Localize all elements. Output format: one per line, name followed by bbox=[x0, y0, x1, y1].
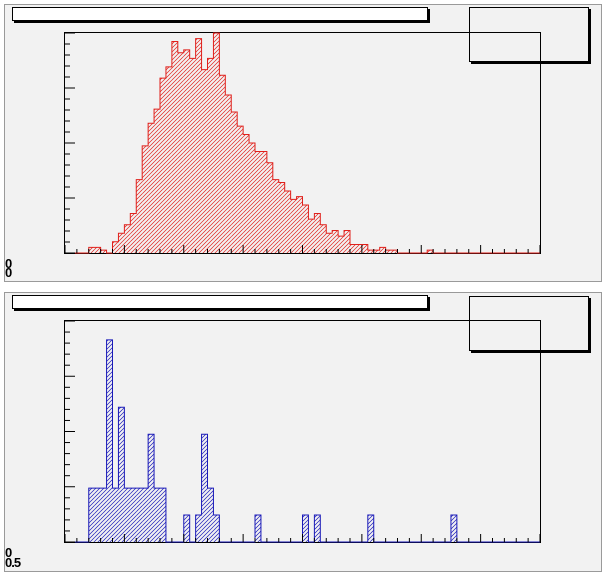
top-bar bbox=[302, 205, 309, 253]
top-bar bbox=[373, 250, 380, 253]
top-bar bbox=[320, 224, 327, 253]
top-bar bbox=[260, 151, 267, 253]
top-bar bbox=[308, 219, 315, 253]
top-outline bbox=[65, 32, 540, 254]
top-bar bbox=[130, 213, 137, 253]
bottom-bar bbox=[94, 488, 101, 542]
top-bar bbox=[201, 69, 208, 253]
top-bar bbox=[367, 250, 374, 253]
top-bar bbox=[350, 244, 356, 253]
bottom-bar bbox=[148, 434, 155, 542]
top-bar bbox=[290, 199, 297, 253]
top-bar bbox=[332, 230, 339, 253]
bottom-bar bbox=[207, 488, 214, 542]
top-bar bbox=[207, 58, 214, 253]
top-bar bbox=[213, 33, 220, 253]
top-bar bbox=[344, 230, 350, 253]
bottom-bar bbox=[195, 515, 202, 542]
top-bar bbox=[189, 58, 196, 253]
top-bar bbox=[338, 236, 345, 253]
top-bar bbox=[94, 247, 101, 253]
bottom-bar bbox=[201, 434, 208, 542]
bottom-bar bbox=[88, 488, 95, 542]
top-bar bbox=[219, 75, 226, 253]
bottom-bar bbox=[106, 339, 113, 542]
bottom-outline bbox=[65, 339, 540, 543]
bottom-bar bbox=[124, 488, 131, 542]
bottom-bar bbox=[142, 488, 149, 542]
top-stats-box bbox=[469, 7, 589, 62]
top-bar bbox=[88, 247, 95, 253]
top-bar bbox=[112, 241, 119, 253]
top-bar bbox=[237, 126, 244, 253]
top-y-tick-label-b: 0 bbox=[5, 265, 12, 280]
top-title-box bbox=[12, 7, 428, 21]
top-bar bbox=[183, 49, 190, 253]
bottom-bar bbox=[160, 488, 166, 542]
top-bar bbox=[160, 78, 166, 253]
top-bar bbox=[278, 182, 285, 253]
top-bar bbox=[266, 162, 273, 253]
top-bar bbox=[272, 179, 279, 253]
bottom-bar bbox=[100, 488, 107, 542]
top-bar bbox=[391, 250, 398, 253]
top-bar bbox=[284, 190, 291, 253]
top-bar bbox=[296, 196, 303, 253]
bottom-bar bbox=[302, 515, 309, 542]
top-bar bbox=[231, 111, 238, 253]
bottom-bar bbox=[154, 488, 160, 542]
top-bar bbox=[154, 109, 160, 254]
bottom-bar bbox=[136, 488, 143, 542]
top-bar bbox=[314, 213, 321, 253]
top-bar bbox=[225, 95, 232, 253]
bottom-bar bbox=[112, 488, 119, 542]
top-bar bbox=[427, 250, 434, 253]
bottom-title-box bbox=[12, 295, 428, 309]
top-bar bbox=[255, 151, 261, 253]
bottom-y-tick-label-b: 0.5 bbox=[5, 555, 21, 570]
bottom-stats-box bbox=[469, 296, 589, 351]
bottom-bar bbox=[118, 407, 125, 542]
top-bar bbox=[249, 143, 255, 253]
top-bar bbox=[361, 244, 368, 253]
top-axis-ticks bbox=[64, 32, 541, 254]
top-bar bbox=[177, 52, 184, 253]
top-bar bbox=[379, 247, 386, 253]
bottom-bar bbox=[255, 515, 261, 542]
top-bar bbox=[118, 233, 125, 253]
bottom-bar bbox=[314, 515, 321, 542]
top-bar bbox=[195, 38, 202, 253]
bottom-axis-ticks bbox=[64, 320, 541, 543]
top-bar bbox=[136, 179, 143, 253]
top-bar bbox=[148, 123, 155, 253]
top-bar bbox=[171, 41, 178, 254]
bottom-bar bbox=[367, 515, 374, 542]
bottom-bar bbox=[130, 488, 137, 542]
bottom-y-tick-label-a: 0 bbox=[5, 545, 12, 560]
top-bar bbox=[100, 250, 107, 253]
top-bar bbox=[385, 250, 392, 253]
top-bar bbox=[142, 145, 149, 253]
top-bar bbox=[124, 224, 131, 253]
bottom-bar bbox=[213, 515, 220, 542]
bottom-bar bbox=[183, 515, 190, 542]
top-bar bbox=[165, 66, 172, 253]
top-plot-frame bbox=[64, 32, 541, 254]
top-bar bbox=[355, 244, 362, 253]
top-bar bbox=[243, 134, 250, 253]
top-y-tick-label-a: 0 bbox=[5, 256, 12, 271]
bottom-bar bbox=[450, 515, 457, 542]
top-bar bbox=[326, 233, 333, 253]
